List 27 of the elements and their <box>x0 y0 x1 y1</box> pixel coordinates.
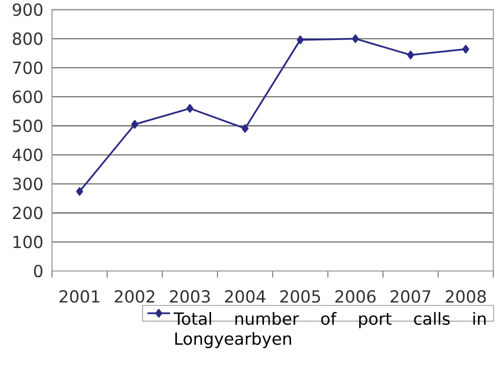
point <box>242 124 249 133</box>
y-tick-label: 700 <box>13 61 42 74</box>
y-tick-label: 900 <box>12 3 42 16</box>
point <box>131 120 138 129</box>
point <box>76 187 84 196</box>
x-tick-label: 2002 <box>114 290 154 303</box>
y-tick-label: 500 <box>12 120 42 132</box>
x-tick-label: 2001 <box>60 290 100 303</box>
point <box>407 50 414 60</box>
y-tick-label: 0 <box>34 264 42 278</box>
x-tick-label: 2006 <box>335 290 376 303</box>
x-tick-label: 2008 <box>446 290 486 303</box>
y-tick-label: 600 <box>12 90 42 104</box>
point <box>462 44 470 54</box>
point <box>296 36 304 44</box>
y-tick-label: 300 <box>12 178 42 190</box>
y-tick-label: 200 <box>12 206 42 220</box>
y-tick-label: 800 <box>12 32 42 46</box>
point <box>352 34 359 44</box>
y-tick-label: 400 <box>12 148 42 162</box>
x-tick-label: 2005 <box>280 290 320 303</box>
point <box>186 104 194 113</box>
x-tick-label: 2007 <box>390 290 430 303</box>
y-tick-label: 100 <box>14 236 42 248</box>
x-tick-label: 2003 <box>170 290 210 303</box>
legend-label: Total number of port calls in Longyearbyen <box>174 312 486 348</box>
x-tick-label: 2004 <box>225 290 266 303</box>
